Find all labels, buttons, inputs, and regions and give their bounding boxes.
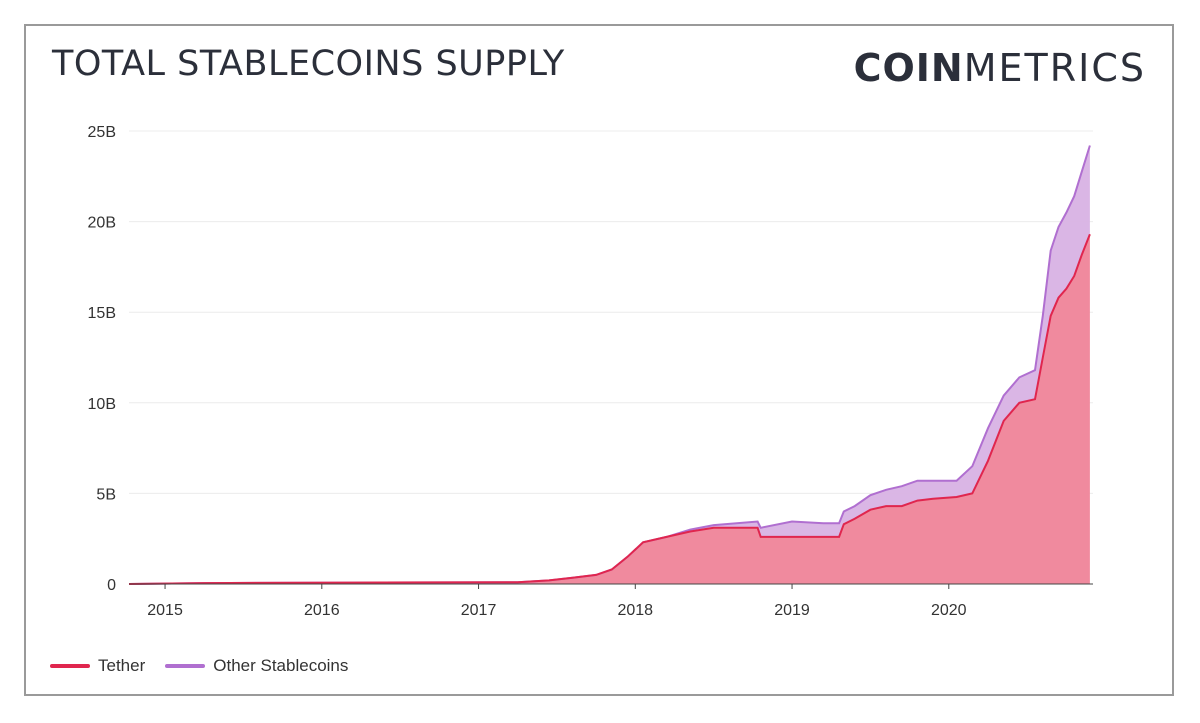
- y-tick-label: 0: [107, 577, 116, 594]
- chart-panel: TOTAL STABLECOINS SUPPLY COINMETRICS 0 5B…: [24, 24, 1174, 696]
- y-tick-label: 20B: [88, 215, 116, 232]
- x-tick-label: 2016: [304, 602, 340, 619]
- x-tick-label: 2017: [461, 602, 497, 619]
- tether-line: [128, 233, 1091, 585]
- brand-logo-light: METRICS: [963, 46, 1146, 90]
- legend-label-other-stablecoins: Other Stablecoins: [213, 656, 349, 675]
- chart-legend: Tether Other Stablecoins: [50, 656, 348, 676]
- stablecoin-supply-chart: 0 5B 10B 15B 20B 25B 2015 2016 2017 2018 2019 2020: [88, 124, 1093, 619]
- brand-logo: COINMETRICS: [854, 46, 1146, 90]
- x-tick-label: 2018: [617, 602, 653, 619]
- legend-swatch-tether: [50, 664, 90, 668]
- x-tick-label: 2020: [931, 602, 967, 619]
- tether-area: [129, 234, 1090, 585]
- legend-item-tether[interactable]: Tether: [50, 656, 145, 676]
- y-tick-label: 25B: [88, 124, 116, 141]
- legend-swatch-other-stablecoins: [165, 664, 206, 668]
- brand-logo-bold: COIN: [853, 46, 964, 90]
- chart-title: TOTAL STABLECOINS SUPPLY: [52, 44, 565, 84]
- x-tick-label: 2019: [774, 602, 810, 619]
- legend-label-tether: Tether: [98, 656, 146, 675]
- legend-item-other-stablecoins[interactable]: Other Stablecoins: [165, 656, 348, 676]
- y-tick-label: 15B: [88, 305, 116, 322]
- x-tick-label: 2015: [147, 602, 183, 619]
- y-tick-label: 10B: [88, 396, 116, 413]
- y-tick-label: 5B: [96, 486, 116, 503]
